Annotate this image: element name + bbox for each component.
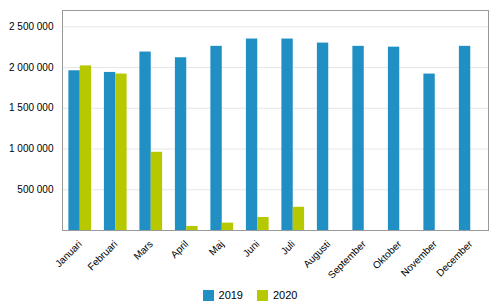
html-text:2020: 2020 [273,289,298,301]
svg-text:Januari: Januari [53,238,84,269]
svg-text:1 500 000: 1 500 000 [9,102,54,113]
svg-text:April: April [168,238,190,260]
svg-text:Juni: Juni [241,238,262,259]
svg-text:September: September [326,238,369,281]
svg-text:Mars: Mars [131,238,155,262]
svg-text:Maj: Maj [207,238,226,257]
html-text:2019: 2019 [218,289,243,301]
svg-text:Oktober: Oktober [370,238,403,271]
svg-text:December: December [434,238,475,279]
svg-text:Augusti: Augusti [301,238,332,269]
svg-text:1 000 000: 1 000 000 [9,143,54,154]
svg-text:Februari: Februari [85,238,119,272]
svg-text:November: November [399,238,440,279]
svg-text:2 000 000: 2 000 000 [9,62,54,73]
svg-text:2 500 000: 2 500 000 [9,21,54,32]
svg-text:500 000: 500 000 [17,184,54,195]
svg-text:Juli: Juli [279,238,297,256]
